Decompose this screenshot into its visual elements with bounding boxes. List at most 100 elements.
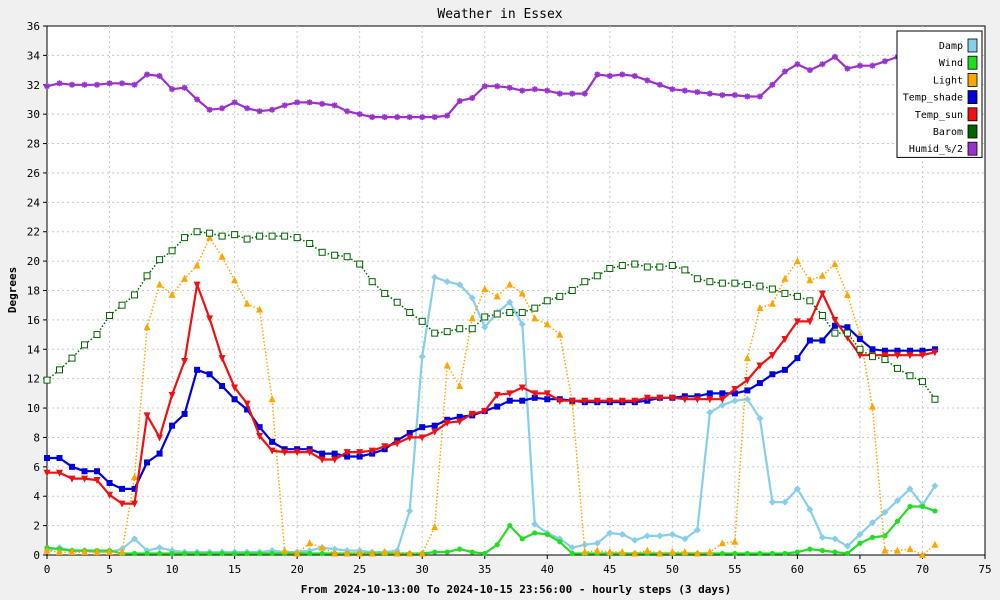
point-temp-sun: [793, 318, 801, 326]
point-temp-shade: [781, 366, 788, 373]
point-temp-shade: [144, 459, 151, 466]
point-barom: [431, 329, 439, 337]
point-humid-2: [406, 114, 413, 121]
point-barom: [306, 239, 314, 247]
y-tick-label: 6: [33, 461, 40, 474]
point-temp-shade: [456, 413, 463, 420]
point-wind: [144, 550, 150, 557]
point-light: [281, 546, 289, 554]
point-humid-2: [719, 92, 726, 99]
point-light: [256, 305, 264, 313]
point-light: [343, 549, 351, 557]
point-humid-2: [831, 53, 838, 60]
point-temp-shade: [731, 390, 738, 397]
x-tick-label: 45: [603, 563, 616, 576]
y-tick-label: 22: [27, 226, 40, 239]
point-humid-2: [231, 99, 238, 106]
point-barom: [481, 313, 489, 321]
point-light: [518, 289, 526, 297]
point-damp: [856, 530, 864, 538]
point-temp-sun: [543, 390, 551, 398]
point-humid-2: [556, 90, 563, 97]
point-humid-2: [344, 108, 351, 115]
point-damp: [418, 353, 426, 361]
series-layer: [43, 47, 939, 558]
point-temp-sun: [493, 391, 501, 399]
point-humid-2: [381, 114, 388, 121]
point-barom: [656, 263, 664, 271]
point-light: [231, 276, 239, 284]
point-temp-shade: [744, 387, 751, 394]
point-wind: [206, 550, 213, 557]
point-temp-shade: [844, 324, 851, 331]
point-light: [293, 549, 301, 557]
point-light: [618, 548, 626, 556]
point-wind: [532, 530, 538, 536]
point-damp: [893, 497, 901, 505]
point-temp-sun: [343, 449, 351, 457]
series-humid-2: [44, 47, 938, 121]
y-tick-label: 34: [27, 49, 41, 62]
point-light: [656, 549, 664, 557]
y-tick-label: 26: [27, 167, 40, 180]
point-barom: [543, 297, 551, 305]
point-barom: [568, 287, 576, 294]
point-barom: [781, 289, 789, 297]
point-barom: [143, 272, 151, 280]
point-barom: [368, 278, 376, 286]
point-temp-sun: [668, 394, 676, 402]
point-humid-2: [531, 86, 538, 93]
point-humid-2: [469, 95, 476, 102]
legend-label-light: Light: [933, 75, 963, 86]
point-barom: [793, 292, 801, 300]
point-temp-sun: [243, 400, 251, 408]
point-humid-2: [756, 93, 763, 100]
point-barom: [593, 272, 601, 280]
point-damp: [506, 298, 514, 306]
point-light: [306, 539, 314, 547]
point-wind: [181, 550, 188, 557]
point-damp: [656, 532, 664, 540]
x-tick-label: 40: [541, 563, 554, 576]
point-damp: [843, 542, 851, 550]
point-damp: [806, 505, 814, 513]
point-temp-sun: [318, 456, 326, 464]
point-barom: [518, 309, 526, 317]
y-tick-label: 28: [27, 138, 40, 151]
y-tick-label: 18: [27, 285, 40, 298]
y-tick-label: 12: [27, 373, 40, 386]
point-temp-sun: [356, 449, 364, 457]
point-temp-shade: [119, 485, 126, 492]
point-temp-sun: [593, 397, 601, 405]
point-wind: [269, 550, 275, 557]
point-humid-2: [206, 106, 213, 113]
legend-label-wind: Wind: [939, 58, 963, 69]
legend-swatch-light: [967, 73, 978, 87]
legend-swatch-wind: [967, 55, 978, 70]
x-tick-label: 15: [228, 563, 241, 576]
point-light: [543, 320, 551, 328]
point-damp: [743, 395, 751, 403]
point-barom: [168, 247, 176, 255]
point-damp: [693, 526, 701, 534]
x-tick-label: 75: [978, 563, 991, 576]
point-temp-shade: [819, 337, 826, 344]
point-light: [43, 546, 51, 554]
point-temp-sun: [381, 443, 389, 451]
point-temp-sun: [831, 316, 839, 324]
point-barom: [281, 232, 289, 240]
point-wind: [557, 539, 563, 545]
point-barom: [343, 253, 351, 261]
point-humid-2: [844, 65, 851, 72]
point-humid-2: [569, 90, 576, 97]
point-light: [681, 548, 689, 556]
point-temp-shade: [756, 380, 763, 387]
point-temp-shade: [906, 347, 913, 354]
point-humid-2: [881, 58, 888, 65]
point-barom: [631, 260, 639, 268]
point-damp: [731, 397, 739, 405]
y-axis-label: Degrees: [6, 267, 19, 313]
point-light: [706, 548, 714, 556]
point-temp-sun: [531, 390, 539, 398]
